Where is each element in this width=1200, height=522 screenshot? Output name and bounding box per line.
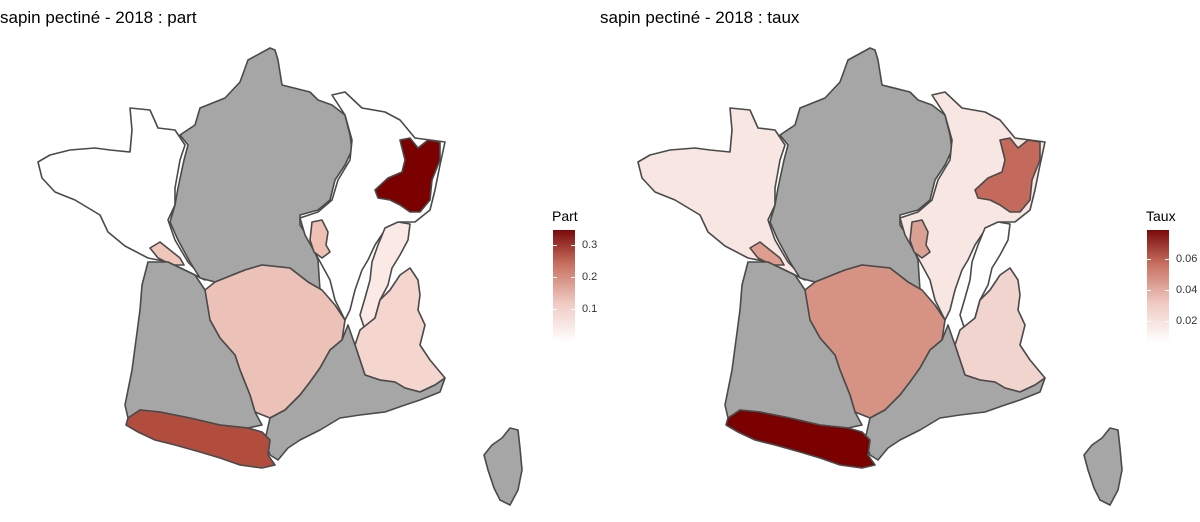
region-ouest	[637, 107, 806, 281]
region-corse	[1083, 427, 1123, 506]
region-corse	[483, 427, 523, 506]
legend-label: 0.06	[1176, 253, 1198, 265]
map-panel-part: sapin pectiné - 2018 : part Part 0.3 0.2…	[0, 8, 597, 506]
legend-label: 0.1	[582, 303, 598, 315]
legend-gradient	[1147, 230, 1169, 342]
region-jura-petit	[909, 219, 931, 259]
region-sud-est	[264, 324, 446, 461]
region-pyrenees	[725, 409, 876, 469]
france-map	[637, 47, 1123, 506]
legend-label: 0.04	[1176, 284, 1198, 296]
legend-label: 0.02	[1176, 315, 1198, 327]
region-vosges	[974, 137, 1041, 213]
region-pyrenees	[125, 409, 276, 469]
legend-title: Taux	[1146, 208, 1176, 224]
region-sud-est	[864, 324, 1046, 461]
legend-title: Part	[552, 208, 578, 224]
color-legend: Part 0.3 0.2 0.1	[552, 208, 632, 348]
region-loire-petit	[749, 241, 785, 266]
map-panel-taux: sapin pectiné - 2018 : taux Taux 0.06 0.…	[600, 0, 1200, 522]
france-map	[37, 47, 523, 506]
map-title: sapin pectiné - 2018 : taux	[600, 8, 800, 27]
color-legend: Taux 0.06 0.04 0.02	[1146, 208, 1200, 348]
region-loire-petit	[149, 241, 185, 266]
map-title: sapin pectiné - 2018 : part	[0, 8, 197, 27]
legend-label: 0.3	[582, 239, 598, 251]
legend-label: 0.2	[582, 271, 598, 283]
region-ouest	[37, 107, 206, 281]
region-nord-centre	[769, 47, 953, 291]
region-jura-petit	[309, 219, 331, 259]
region-vosges	[374, 137, 441, 213]
region-nord-centre	[169, 47, 353, 291]
legend-gradient	[553, 230, 575, 342]
